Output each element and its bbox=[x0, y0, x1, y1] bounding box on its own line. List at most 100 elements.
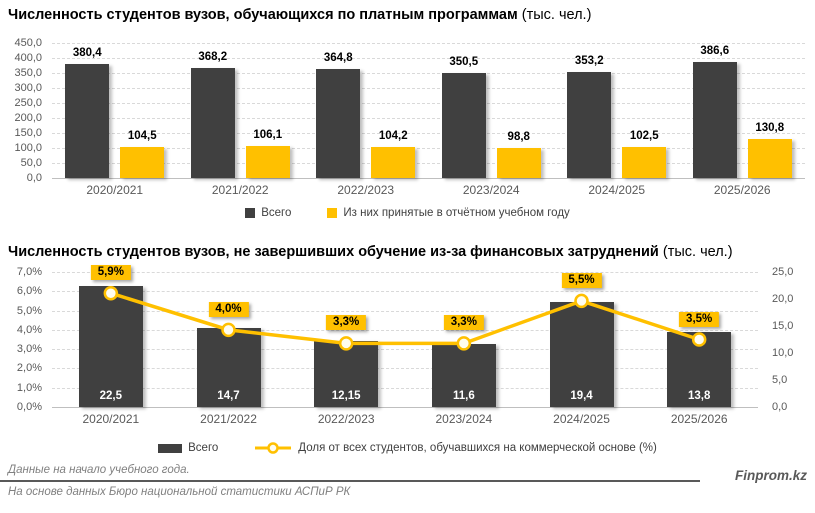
chart2-y-axis-left: 7,0% 6,0% 5,0% 4,0% 3,0% 2,0% 1,0% 0,0% bbox=[0, 266, 46, 413]
bar-admitted: 104,2 bbox=[371, 130, 416, 178]
bar-value-label: 386,6 bbox=[700, 45, 730, 58]
bar-group: 380,4 104,5 bbox=[52, 43, 178, 178]
y-axis-tick-label: 400,0 bbox=[14, 52, 42, 64]
chart2-x-axis: 2020/2021 2021/2022 2022/2023 2023/2024 2024… bbox=[52, 412, 758, 426]
y-axis-tick-label: 15,0 bbox=[772, 320, 794, 332]
y-axis-tick-label: 0,0% bbox=[16, 401, 42, 413]
legend-label-total: Всего bbox=[261, 207, 292, 219]
x-axis-label: 2024/2025 bbox=[588, 183, 646, 197]
bar-value-label: 380,4 bbox=[72, 46, 102, 59]
footnote-data-period: Данные на начало учебного года. bbox=[8, 464, 190, 476]
legend-item-total2: Всего bbox=[158, 442, 218, 454]
chart1-title-unit: (тыс. чел.) bbox=[517, 7, 592, 23]
y-axis-tick-label: 250,0 bbox=[14, 97, 42, 109]
x-axis-label: 2023/2024 bbox=[435, 412, 493, 426]
brand-logo: Finprom.kz bbox=[734, 468, 807, 483]
gridline bbox=[52, 163, 805, 164]
chart1-title-text: Численность студентов вузов, обучающихся… bbox=[8, 7, 518, 23]
bar-value-label: 14,7 bbox=[217, 390, 240, 402]
chart2-y-axis-right: 25,0 20,0 15,0 10,0 5,0 0,0 bbox=[766, 266, 814, 413]
bar-value-label: 104,2 bbox=[378, 129, 408, 142]
line-marker-icon bbox=[255, 442, 292, 454]
bar-total: 368,2 bbox=[190, 51, 235, 178]
total-bar-swatch-icon bbox=[158, 443, 183, 453]
bar-value-label: 130,8 bbox=[755, 121, 785, 134]
gridline bbox=[52, 103, 805, 104]
chart2-title-unit: (тыс. чел.) bbox=[658, 244, 733, 260]
line-marker bbox=[574, 293, 589, 309]
bar-value-label: 368,2 bbox=[198, 50, 228, 63]
bar-value-label: 350,5 bbox=[449, 55, 479, 68]
y-axis-tick-label: 6,0% bbox=[16, 285, 42, 298]
line-value-label: 5,5% bbox=[561, 272, 602, 288]
bar-group: 19,4 bbox=[523, 272, 641, 407]
bar-total: 12,15 bbox=[314, 341, 379, 407]
gridline bbox=[52, 58, 805, 59]
share-line-series bbox=[103, 285, 707, 351]
bar-group: 364,8 104,2 bbox=[303, 43, 429, 178]
gridline bbox=[52, 88, 805, 89]
chart1-legend: Всего Из них принятые в отчётном учебном… bbox=[0, 207, 815, 219]
gridline bbox=[52, 118, 805, 119]
bar-value-label: 13,8 bbox=[687, 390, 711, 402]
y-axis-tick-label: 5,0% bbox=[16, 304, 42, 317]
gridline bbox=[52, 368, 758, 370]
y-axis-tick-label: 25,0 bbox=[772, 266, 794, 278]
legend-label-admitted: Из них принятые в отчётном учебном году bbox=[343, 207, 570, 219]
gridline bbox=[52, 133, 805, 134]
bar-total: 14,7 bbox=[196, 327, 261, 407]
x-axis-label: 2021/2022 bbox=[200, 412, 257, 426]
bar-value-label: 11,6 bbox=[452, 390, 475, 402]
gridline bbox=[52, 291, 758, 293]
bar-group: 12,15 bbox=[287, 272, 405, 407]
bar-value-label: 12,15 bbox=[331, 390, 361, 402]
gridline bbox=[52, 148, 805, 149]
footer-divider bbox=[0, 480, 700, 482]
chart1-title: Численность студентов вузов, обучающихся… bbox=[8, 7, 591, 23]
y-axis-tick-label: 200,0 bbox=[14, 112, 42, 124]
legend-item-admitted: Из них принятые в отчётном учебном году bbox=[327, 207, 570, 219]
y-axis-tick-label: 2,0% bbox=[16, 362, 42, 375]
chart2-title-text: Численность студентов вузов, не завершив… bbox=[8, 244, 659, 260]
gridline bbox=[52, 272, 758, 273]
x-axis-label: 2025/2026 bbox=[713, 183, 771, 197]
y-axis-tick-label: 1,0% bbox=[16, 381, 42, 394]
line-value-label: 3,3% bbox=[326, 315, 367, 331]
y-axis-tick-label: 300,0 bbox=[14, 82, 42, 94]
bar-value-label: 106,1 bbox=[253, 129, 283, 142]
bar-total: 380,4 bbox=[65, 47, 110, 178]
y-axis-tick-label: 3,0% bbox=[16, 343, 42, 356]
bar-total: 22,5 bbox=[78, 285, 143, 407]
bar-total: 11,6 bbox=[431, 344, 496, 407]
x-axis-label: 2020/2021 bbox=[82, 412, 140, 426]
x-axis-label: 2021/2022 bbox=[211, 183, 269, 197]
bar-group: 386,6 130,8 bbox=[680, 43, 806, 178]
y-axis-tick-label: 4,0% bbox=[16, 323, 42, 336]
bar-total: 19,4 bbox=[549, 302, 614, 407]
bar-groups: 380,4 104,5 368,2 106,1 364,8 104,2 350,5 98,8 3… bbox=[52, 43, 805, 178]
bar-total: 386,6 bbox=[692, 45, 737, 178]
line-marker bbox=[338, 336, 354, 351]
line-marker bbox=[456, 336, 472, 351]
gridline bbox=[52, 387, 758, 389]
x-axis-label: 2020/2021 bbox=[86, 183, 144, 197]
y-axis-tick-label: 0,0 bbox=[26, 172, 42, 184]
bar-group: 368,2 106,1 bbox=[178, 43, 304, 178]
bar-total: 364,8 bbox=[316, 52, 361, 178]
bar-group: 14,7 bbox=[170, 272, 288, 407]
gridline bbox=[52, 349, 758, 351]
bar-value-label: 353,2 bbox=[574, 55, 604, 68]
legend-item-share: Доля от всех студентов, обучавшихся на к… bbox=[254, 441, 657, 455]
bar-group: 22,5 bbox=[52, 272, 170, 407]
bar-value-label: 102,5 bbox=[629, 130, 659, 143]
legend-label-total2: Всего bbox=[188, 442, 219, 454]
gridline bbox=[52, 310, 758, 312]
chart2-legend: Всего Доля от всех студентов, обучавшихс… bbox=[0, 441, 815, 455]
admitted-swatch-icon bbox=[327, 208, 338, 218]
line-value-label: 3,5% bbox=[679, 311, 720, 327]
line-value-label: 5,9% bbox=[90, 265, 131, 281]
chart1-y-axis: 450,0 400,0 350,0 300,0 250,0 200,0 150,0 100,0… bbox=[0, 37, 46, 184]
x-axis-label: 2025/2026 bbox=[670, 412, 728, 426]
legend-item-total: Всего bbox=[245, 207, 291, 219]
chart2-title: Численность студентов вузов, не завершив… bbox=[8, 244, 733, 260]
